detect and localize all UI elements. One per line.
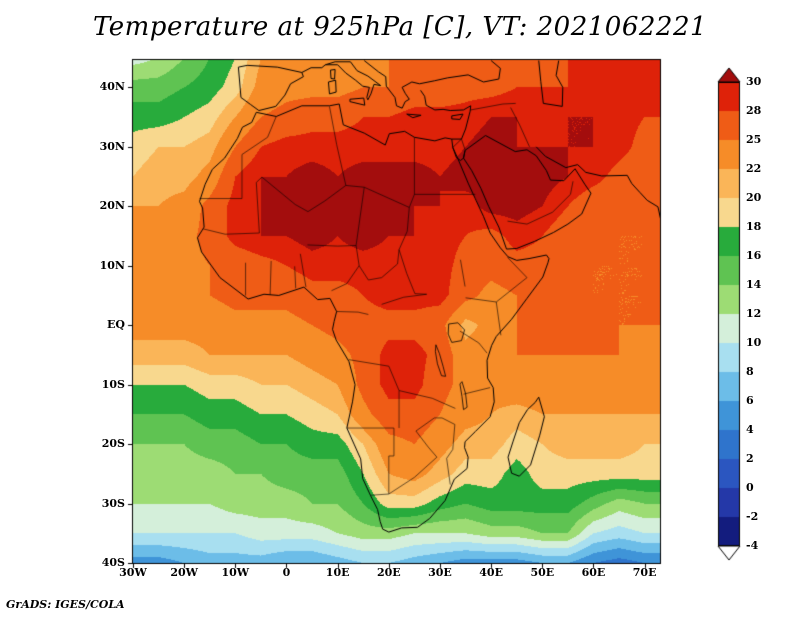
grads-credit: GrADS: IGES/COLA bbox=[6, 598, 125, 611]
